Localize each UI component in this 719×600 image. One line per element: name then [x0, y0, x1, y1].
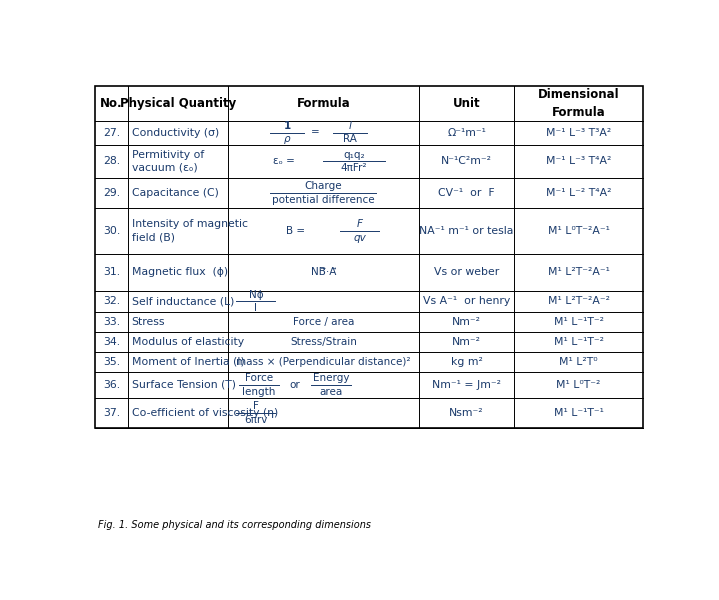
Text: l: l: [349, 121, 352, 131]
Text: q₁q₂: q₁q₂: [343, 149, 365, 160]
Text: Stress/Strain: Stress/Strain: [290, 337, 357, 347]
Text: 28.: 28.: [103, 157, 120, 166]
Text: kg m²: kg m²: [451, 357, 482, 367]
Text: Magnetic flux  (ϕ): Magnetic flux (ϕ): [132, 267, 228, 277]
Text: length: length: [242, 386, 275, 397]
Text: Surface Tension (T): Surface Tension (T): [132, 380, 236, 390]
Text: Nm⁻²: Nm⁻²: [452, 337, 481, 347]
Text: Vs or weber: Vs or weber: [434, 267, 499, 277]
Text: Ω⁻¹m⁻¹: Ω⁻¹m⁻¹: [447, 128, 486, 137]
Text: M¹ L⁻¹T⁻²: M¹ L⁻¹T⁻²: [554, 337, 603, 347]
Text: M⁻¹ L⁻³ T³A²: M⁻¹ L⁻³ T³A²: [546, 128, 611, 137]
Text: M¹ L²T⁻²A⁻¹: M¹ L²T⁻²A⁻¹: [548, 267, 610, 277]
Text: area: area: [319, 386, 343, 397]
Text: Vs A⁻¹  or henry: Vs A⁻¹ or henry: [423, 296, 510, 307]
Text: mass × (Perpendicular distance)²: mass × (Perpendicular distance)²: [236, 357, 411, 367]
Text: Force: Force: [244, 373, 273, 383]
Text: 34.: 34.: [103, 337, 120, 347]
Text: 33.: 33.: [103, 317, 120, 327]
Text: Energy: Energy: [313, 373, 349, 383]
Text: N⁻¹C²m⁻²: N⁻¹C²m⁻²: [441, 157, 492, 166]
Text: No.: No.: [100, 97, 123, 110]
Text: ρ: ρ: [284, 134, 290, 145]
Text: Dimensional
Formula: Dimensional Formula: [538, 88, 619, 119]
Text: Nm⁻¹ = Jm⁻²: Nm⁻¹ = Jm⁻²: [432, 380, 501, 390]
Text: NB⃗·A⃗: NB⃗·A⃗: [311, 267, 336, 277]
Text: Nm⁻²: Nm⁻²: [452, 317, 481, 327]
Text: F: F: [357, 219, 362, 229]
Text: 31.: 31.: [103, 267, 120, 277]
Text: Fig. 1. Some physical and its corresponding dimensions: Fig. 1. Some physical and its correspond…: [99, 520, 371, 530]
Text: 4πFr²: 4πFr²: [341, 163, 367, 173]
Text: 32.: 32.: [103, 296, 120, 307]
Text: Intensity of magnetic
field (B): Intensity of magnetic field (B): [132, 220, 247, 242]
Text: Conductivity (σ): Conductivity (σ): [132, 128, 219, 137]
Text: 29.: 29.: [103, 188, 120, 198]
Text: RA: RA: [343, 134, 357, 145]
Text: Permitivity of
vacuum (εₒ): Permitivity of vacuum (εₒ): [132, 150, 204, 173]
Text: M⁻¹ L⁻³ T⁴A²: M⁻¹ L⁻³ T⁴A²: [546, 157, 611, 166]
Text: Nsm⁻²: Nsm⁻²: [449, 408, 484, 418]
Text: 35.: 35.: [103, 357, 120, 367]
Bar: [96, 86, 643, 428]
Text: potential difference: potential difference: [272, 195, 375, 205]
Text: Charge: Charge: [305, 181, 342, 191]
Text: 37.: 37.: [103, 408, 120, 418]
Text: 30.: 30.: [103, 226, 120, 236]
Text: Force / area: Force / area: [293, 317, 354, 327]
Text: M¹ L²T⁻²A⁻²: M¹ L²T⁻²A⁻²: [548, 296, 610, 307]
Text: 1: 1: [283, 121, 290, 131]
Text: M¹ L⁰T⁻²: M¹ L⁰T⁻²: [557, 380, 601, 390]
Text: M¹ L²T⁰: M¹ L²T⁰: [559, 357, 598, 367]
Text: Self inductance (L): Self inductance (L): [132, 296, 234, 307]
Text: or: or: [290, 380, 301, 390]
Text: F: F: [253, 401, 259, 411]
Text: Capacitance (C): Capacitance (C): [132, 188, 219, 198]
Text: Moment of Inertia (I): Moment of Inertia (I): [132, 357, 244, 367]
Text: Unit: Unit: [453, 97, 480, 110]
Text: 27.: 27.: [103, 128, 120, 137]
Text: CV⁻¹  or  F: CV⁻¹ or F: [439, 188, 495, 198]
Text: Co-efficient of viscosity (η): Co-efficient of viscosity (η): [132, 408, 278, 418]
Text: 36.: 36.: [103, 380, 120, 390]
Text: M¹ L⁻¹T⁻¹: M¹ L⁻¹T⁻¹: [554, 408, 603, 418]
Text: 6πrv: 6πrv: [244, 415, 267, 425]
Text: Stress: Stress: [132, 317, 165, 327]
Text: qv: qv: [353, 233, 366, 243]
Text: Formula: Formula: [296, 97, 350, 110]
Text: εₒ =: εₒ =: [273, 157, 296, 166]
Text: M¹ L⁻¹T⁻²: M¹ L⁻¹T⁻²: [554, 317, 603, 327]
Text: I: I: [255, 303, 257, 313]
Text: M¹ L⁰T⁻²A⁻¹: M¹ L⁰T⁻²A⁻¹: [548, 226, 610, 236]
Text: Modulus of elasticity: Modulus of elasticity: [132, 337, 244, 347]
Text: M⁻¹ L⁻² T⁴A²: M⁻¹ L⁻² T⁴A²: [546, 188, 611, 198]
Text: NA⁻¹ m⁻¹ or tesla: NA⁻¹ m⁻¹ or tesla: [419, 226, 514, 236]
Text: Physical Quantity: Physical Quantity: [120, 97, 236, 110]
Text: Nϕ: Nϕ: [249, 290, 263, 299]
Text: B =: B =: [286, 226, 305, 236]
Text: =: =: [311, 128, 319, 137]
